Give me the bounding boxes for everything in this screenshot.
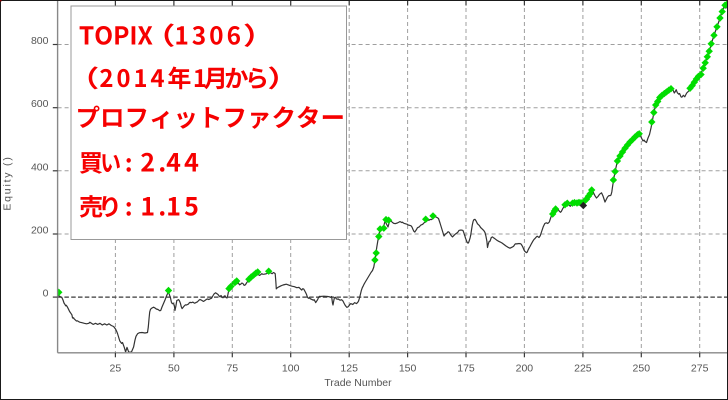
svg-text:50: 50: [168, 363, 180, 375]
svg-text:125: 125: [340, 363, 358, 375]
svg-text:175: 175: [457, 363, 475, 375]
svg-text:800: 800: [31, 35, 49, 47]
svg-text:Equity (): Equity (): [2, 155, 14, 210]
svg-text:400: 400: [31, 161, 49, 173]
svg-text:25: 25: [110, 363, 122, 375]
svg-text:600: 600: [31, 98, 49, 110]
svg-text:0: 0: [43, 288, 49, 300]
svg-text:225: 225: [574, 363, 592, 375]
svg-text:Trade Number: Trade Number: [324, 377, 392, 389]
svg-text:150: 150: [399, 363, 417, 375]
svg-text:75: 75: [226, 363, 238, 375]
svg-text:100: 100: [282, 363, 300, 375]
svg-text:200: 200: [31, 225, 49, 237]
svg-text:275: 275: [691, 363, 709, 375]
svg-text:200: 200: [516, 363, 534, 375]
svg-text:250: 250: [633, 363, 651, 375]
